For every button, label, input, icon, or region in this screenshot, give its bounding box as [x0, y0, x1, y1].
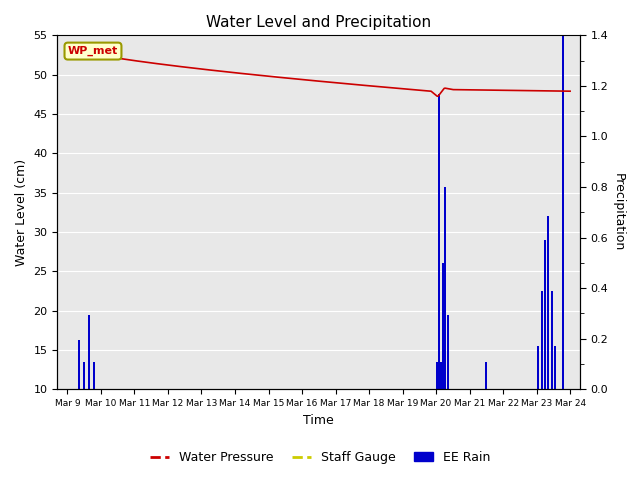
Bar [440, 362, 442, 389]
Bar [537, 346, 540, 389]
Bar [485, 362, 487, 389]
Y-axis label: Water Level (cm): Water Level (cm) [15, 159, 28, 266]
Bar [438, 95, 440, 389]
Bar [554, 346, 556, 389]
Bar [93, 362, 95, 389]
Bar [436, 362, 438, 389]
Bar [550, 291, 553, 389]
Legend: Water Pressure, Staff Gauge, EE Rain: Water Pressure, Staff Gauge, EE Rain [145, 446, 495, 469]
Y-axis label: Precipitation: Precipitation [612, 173, 625, 252]
Bar [444, 187, 446, 389]
Bar [88, 314, 90, 389]
Text: WP_met: WP_met [68, 46, 118, 56]
Bar [541, 291, 543, 389]
Bar [544, 240, 546, 389]
Bar [442, 264, 444, 389]
Bar [78, 340, 80, 389]
Bar [447, 314, 449, 389]
X-axis label: Time: Time [303, 414, 334, 427]
Title: Water Level and Precipitation: Water Level and Precipitation [206, 15, 431, 30]
Bar [83, 362, 85, 389]
Bar [563, 0, 564, 389]
Bar [547, 216, 549, 389]
